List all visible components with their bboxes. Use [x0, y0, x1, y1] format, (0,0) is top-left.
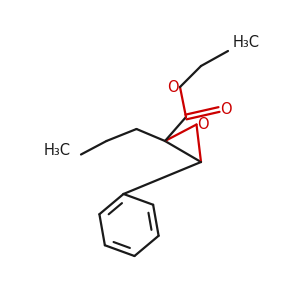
Text: O: O [220, 102, 231, 117]
Text: O: O [197, 117, 209, 132]
Text: H₃C: H₃C [44, 143, 70, 158]
Text: H₃C: H₃C [232, 35, 260, 50]
Text: O: O [168, 80, 179, 94]
